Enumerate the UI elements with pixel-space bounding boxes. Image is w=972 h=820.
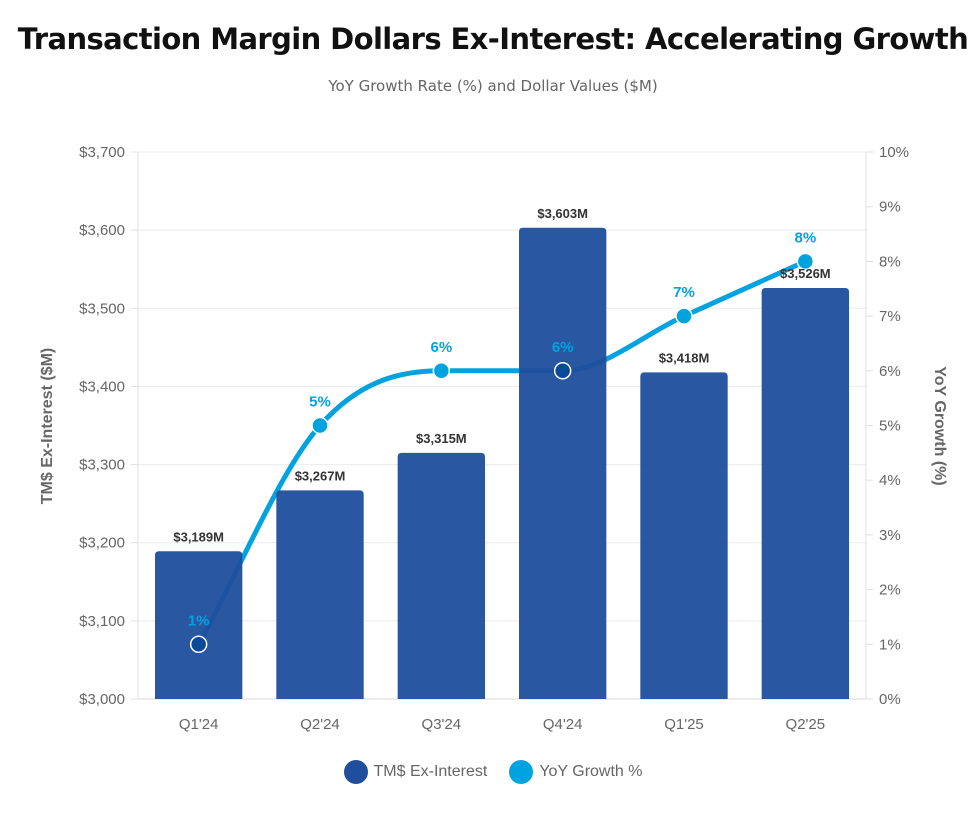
x-tick-label: Q1'25 — [664, 716, 704, 733]
data-labels: $3,189M $3,267M $3,315M $3,603M $3,418M $3,52… — [173, 206, 830, 630]
x-tick-label: Q1'24 — [179, 716, 219, 733]
bar-value-label: $3,603M — [537, 206, 588, 221]
bar-value-label: $3,267M — [295, 468, 346, 483]
y-tick-label: $3,700 — [79, 144, 125, 161]
y-tick-label: $3,100 — [79, 613, 125, 630]
y2-tick-label: 2% — [879, 582, 901, 599]
y-tick-label: $3,600 — [79, 222, 125, 239]
y2-tick-label: 7% — [879, 308, 901, 325]
bar-value-label: $3,315M — [416, 431, 467, 446]
chart-subtitle: YoY Growth Rate (%) and Dollar Values ($… — [328, 77, 658, 95]
legend-label-bars: TM$ Ex-Interest — [373, 763, 488, 780]
bar-value-label: $3,418M — [659, 350, 710, 365]
legend-item-line[interactable]: YoY Growth % — [509, 760, 642, 784]
y2-tick-label: 10% — [879, 144, 909, 161]
y-tick-label: $3,000 — [79, 691, 125, 708]
growth-point — [311, 416, 329, 435]
bar — [276, 490, 364, 699]
y2-tick-label: 8% — [879, 253, 901, 270]
growth-points — [189, 252, 815, 654]
legend: TM$ Ex-Interest YoY Growth % — [0, 760, 972, 784]
growth-point — [796, 252, 815, 271]
legend-item-bars[interactable]: TM$ Ex-Interest — [343, 760, 488, 784]
x-tick-label: Q2'24 — [300, 716, 340, 733]
growth-value-label: 7% — [673, 284, 695, 301]
grid-lines — [138, 151, 866, 700]
legend-swatch-line — [509, 760, 534, 784]
y-axis-title: TM$ Ex-Interest ($M) — [39, 348, 56, 504]
bar-series — [154, 227, 850, 699]
bar — [518, 227, 607, 699]
chart-title: Transaction Margin Dollars Ex-Interest: … — [17, 22, 969, 56]
y-tick-label: $3,400 — [79, 378, 125, 395]
x-tick-label: Q3'24 — [422, 716, 462, 733]
growth-point — [432, 362, 451, 380]
bar — [397, 452, 486, 699]
bar — [761, 287, 850, 699]
y2-tick-label: 6% — [879, 363, 901, 380]
bar-value-label: $3,526M — [780, 266, 831, 281]
bar-value-label: $3,189M — [173, 529, 224, 544]
legend-label-line: YoY Growth % — [539, 763, 643, 780]
y2-tick-label: 9% — [879, 199, 901, 216]
growth-value-label: 6% — [552, 339, 574, 356]
growth-value-label: 1% — [188, 612, 210, 629]
y-tick-label: $3,300 — [79, 457, 125, 474]
y-tick-label: $3,500 — [79, 300, 125, 317]
axes: $3,000 $3,100 $3,200 $3,300 $3,400 $3,500 $3,6… — [79, 144, 909, 733]
y2-tick-label: 3% — [879, 527, 901, 544]
growth-value-label: 8% — [794, 229, 816, 246]
growth-point — [553, 362, 572, 380]
growth-point — [675, 307, 693, 325]
x-tick-label: Q4'24 — [543, 716, 583, 733]
y2-tick-label: 1% — [879, 636, 901, 653]
legend-swatch-bars — [343, 760, 368, 784]
y2-tick-label: 0% — [879, 691, 901, 708]
y2-tick-label: 5% — [879, 418, 901, 435]
growth-point — [189, 635, 208, 654]
bar — [154, 551, 243, 699]
growth-value-label: 5% — [309, 394, 331, 411]
y2-axis-title: YoY Growth (%) — [931, 366, 948, 485]
growth-value-label: 6% — [430, 339, 452, 356]
y-tick-label: $3,200 — [79, 535, 125, 552]
y2-tick-label: 4% — [879, 472, 901, 489]
x-tick-label: Q2'25 — [786, 716, 826, 733]
bar — [640, 372, 728, 699]
